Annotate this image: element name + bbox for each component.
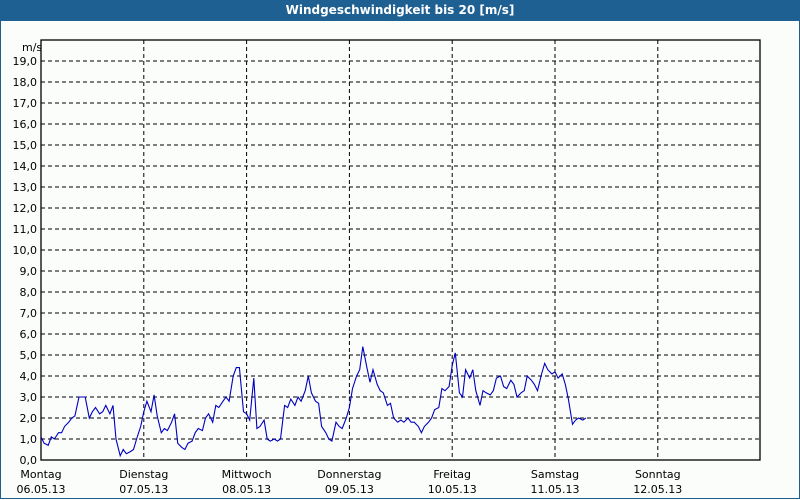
y-tick-label: 9,0 [20,265,38,278]
x-tick-day: Freitag [433,468,471,481]
y-tick-label: 11,0 [13,223,38,236]
y-tick-label: 7,0 [20,307,38,320]
x-tick-date: 10.05.13 [428,483,477,496]
x-tick-date: 09.05.13 [325,483,374,496]
x-tick-day: Donnerstag [317,468,381,481]
x-tick-day: Mittwoch [222,468,272,481]
x-tick-date: 08.05.13 [222,483,271,496]
grid-lines [41,40,760,460]
x-tick-date: 11.05.13 [531,483,580,496]
y-tick-label: 5,0 [20,349,38,362]
y-tick-label: 4,0 [20,370,38,383]
y-tick-label: 3,0 [20,391,38,404]
y-tick-label: 17,0 [13,97,38,110]
y-tick-label: 18,0 [13,76,38,89]
y-tick-label: 2,0 [20,412,38,425]
y-tick-label: 19,0 [13,55,38,68]
y-tick-label: 1,0 [20,433,38,446]
y-tick-label: 6,0 [20,328,38,341]
x-tick-date: 12.05.13 [633,483,682,496]
x-tick-day: Montag [20,468,61,481]
y-tick-label: 8,0 [20,286,38,299]
y-tick-label: 15,0 [13,139,38,152]
y-tick-label: 0,0 [20,454,38,467]
x-tick-day: Samstag [531,468,579,481]
y-tick-label: 13,0 [13,181,38,194]
y-tick-label: 14,0 [13,160,38,173]
y-axis-ticks: 0,0 1,0 2,0 3,0 4,0 5,0 6,0 7,0 8,0 9,0 10,0 11,0 12… [13,55,38,467]
wind-speed-line [40,346,587,458]
plot-border [40,39,761,461]
x-tick-date: 07.05.13 [119,483,168,496]
x-axis-ticks: Montag 06.05.13 Dienstag 07.05.13 Mittwoch 08… [17,468,683,496]
y-axis-unit-label: m/s [22,41,42,54]
x-tick-day: Dienstag [119,468,168,481]
y-tick-label: 10,0 [13,244,38,257]
chart-title: Windgeschwindigkeit bis 20 [m/s] [0,0,800,21]
y-tick-label: 16,0 [13,118,38,131]
x-tick-day: Sonntag [635,468,681,481]
x-tick-date: 06.05.13 [17,483,66,496]
y-tick-label: 12,0 [13,202,38,215]
